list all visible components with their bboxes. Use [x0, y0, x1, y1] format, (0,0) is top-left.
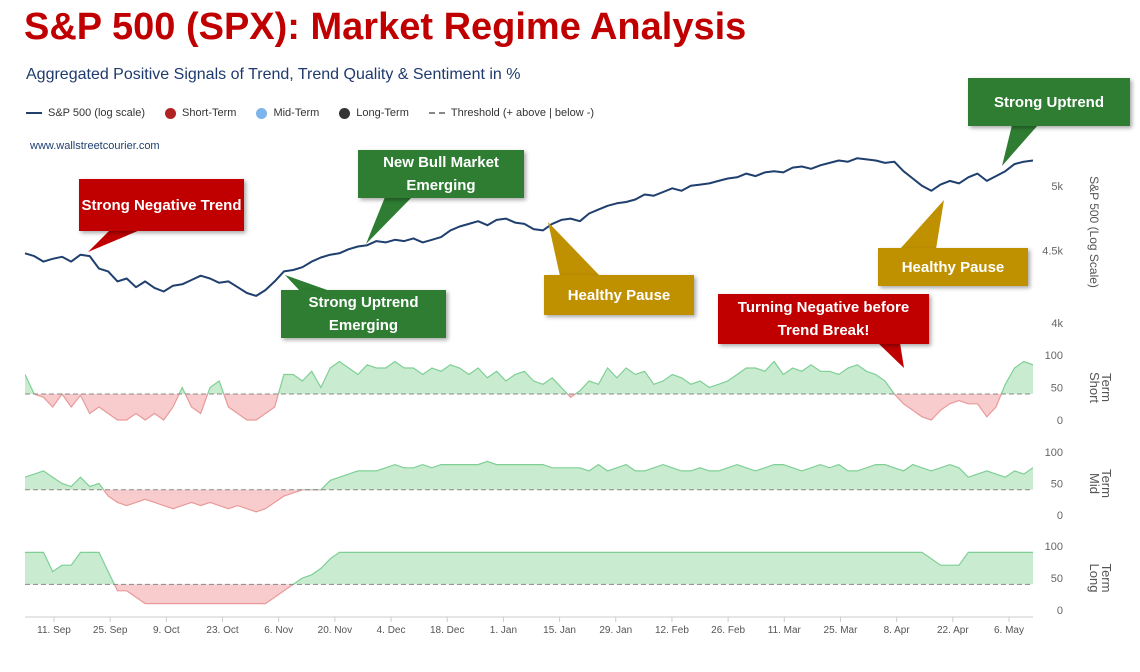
callout-pointer — [548, 222, 600, 276]
negative-line — [113, 584, 295, 605]
callout-pointer — [285, 275, 330, 291]
x-tick-label: 26. Feb — [711, 625, 745, 636]
callout-pointer — [900, 200, 944, 249]
panel-axis-label: Short — [1087, 372, 1102, 403]
callout-pointer — [88, 230, 140, 252]
negative-area — [25, 584, 1033, 604]
positive-line — [25, 460, 1033, 490]
positive-area — [25, 552, 1033, 585]
annotation-strong-uptrend: Strong Uptrend — [968, 78, 1130, 126]
x-tick-label: 12. Feb — [655, 625, 689, 636]
panel-ytick-label: 0 — [1057, 605, 1063, 617]
legend-label: Threshold (+ above | below -) — [450, 107, 595, 119]
price-line — [24, 157, 1034, 297]
panel-axis-label: Mid — [1087, 473, 1102, 494]
legend-dash-swatch — [428, 112, 445, 114]
legend-label: Short-Term — [182, 107, 237, 119]
x-tick-label: 6. May — [994, 625, 1024, 636]
panel-ytick-label: 100 — [1045, 541, 1063, 553]
annotation-healthy-pause-2: Healthy Pause — [878, 248, 1028, 286]
panel-ytick-label: 50 — [1051, 383, 1063, 395]
positive-area — [25, 361, 1033, 394]
x-tick-label: 25. Mar — [824, 625, 859, 636]
legend-dot-swatch — [165, 107, 177, 119]
panel-ytick-label: 50 — [1051, 573, 1063, 585]
legend-label: Long-Term — [356, 107, 409, 119]
annotation-new-bull-market: New Bull Market Emerging — [358, 150, 524, 198]
annotation-strong-uptrend-emerging: Strong Uptrend Emerging — [281, 290, 446, 338]
panel-ytick-label: 100 — [1045, 350, 1063, 362]
callout-pointer — [878, 343, 904, 368]
x-tick-label: 8. Apr — [884, 625, 911, 636]
source-credit: www.wallstreetcourier.com — [30, 140, 160, 152]
positive-area — [25, 461, 1033, 490]
annotation-strong-negative-trend: Strong Negative Trend — [79, 179, 244, 231]
panel-ytick-label: 50 — [1051, 479, 1063, 491]
price-axis-label: S&P 500 (Log Scale) — [1087, 176, 1101, 288]
legend-label: Mid-Term — [273, 107, 320, 119]
x-tick-label: 23. Oct — [206, 625, 238, 636]
callout-pointers — [88, 125, 1038, 368]
positive-line — [25, 551, 1033, 585]
x-tick-label: 29. Jan — [599, 625, 632, 636]
legend-dot-swatch — [339, 107, 351, 119]
legend-item-mid-term[interactable]: Mid-Term — [256, 107, 319, 119]
panel-axis-label: Long — [1087, 564, 1102, 593]
panel-ytick-label: 0 — [1057, 415, 1063, 427]
price-ytick-label: 4k — [1051, 318, 1063, 330]
positive-line — [25, 360, 1033, 394]
legend-item-long-term[interactable]: Long-Term — [339, 107, 409, 119]
x-axis: 11. Sep 25. Sep 9. Oct 23. Oct 6. Nov 20. Nov… — [25, 616, 1033, 636]
panel-axis-label: Term — [1099, 564, 1114, 593]
x-tick-label: 11. Mar — [768, 625, 802, 636]
callout-pointer — [366, 197, 412, 244]
legend: S&P 500 (log scale) Short-Term Mid-Term … — [26, 107, 614, 119]
annotation-turning-negative: Turning Negative before Trend Break! — [718, 294, 929, 344]
x-tick-label: 20. Nov — [318, 625, 352, 636]
legend-dot-swatch — [256, 107, 268, 119]
callout-pointer — [1002, 125, 1038, 166]
annotation-healthy-pause-1: Healthy Pause — [544, 275, 694, 315]
x-tick-label: 6. Nov — [264, 625, 293, 636]
negative-area — [25, 394, 1033, 420]
negative-area — [25, 489, 1033, 512]
legend-item-short-term[interactable]: Short-Term — [165, 107, 236, 119]
legend-item-price[interactable]: S&P 500 (log scale) — [26, 107, 145, 119]
negative-line — [33, 394, 1002, 421]
x-tick-label: 11. Sep — [37, 625, 71, 636]
x-tick-label: 1. Jan — [490, 625, 517, 636]
x-tick-label: 18. Dec — [430, 625, 464, 636]
negative-line — [102, 489, 322, 513]
x-tick-label: 25. Sep — [93, 625, 128, 636]
price-ytick-label: 4.5k — [1042, 246, 1063, 258]
x-tick-label: 9. Oct — [153, 625, 180, 636]
price-ytick-label: 5k — [1051, 181, 1063, 193]
legend-line-swatch — [26, 112, 42, 114]
x-tick-label: 22. Apr — [937, 625, 969, 636]
x-tick-label: 15. Jan — [543, 625, 576, 636]
panel-ytick-label: 0 — [1057, 510, 1063, 522]
legend-item-threshold[interactable]: Threshold (+ above | below -) — [428, 107, 595, 119]
panel-axis-label: Term — [1099, 469, 1114, 498]
price-panel: 4k 4.5k 5k S&P 500 (Log Scale) — [24, 157, 1101, 330]
legend-label: S&P 500 (log scale) — [48, 107, 146, 119]
chart-title: S&P 500 (SPX): Market Regime Analysis — [24, 6, 747, 48]
panel-axis-label: Term — [1099, 373, 1114, 402]
panel-ytick-label: 100 — [1045, 447, 1063, 459]
x-tick-label: 4. Dec — [377, 625, 406, 636]
signal-panels: 050100ShortTerm050100MidTerm050100LongTe… — [25, 350, 1114, 617]
chart-subtitle: Aggregated Positive Signals of Trend, Tr… — [26, 66, 521, 83]
